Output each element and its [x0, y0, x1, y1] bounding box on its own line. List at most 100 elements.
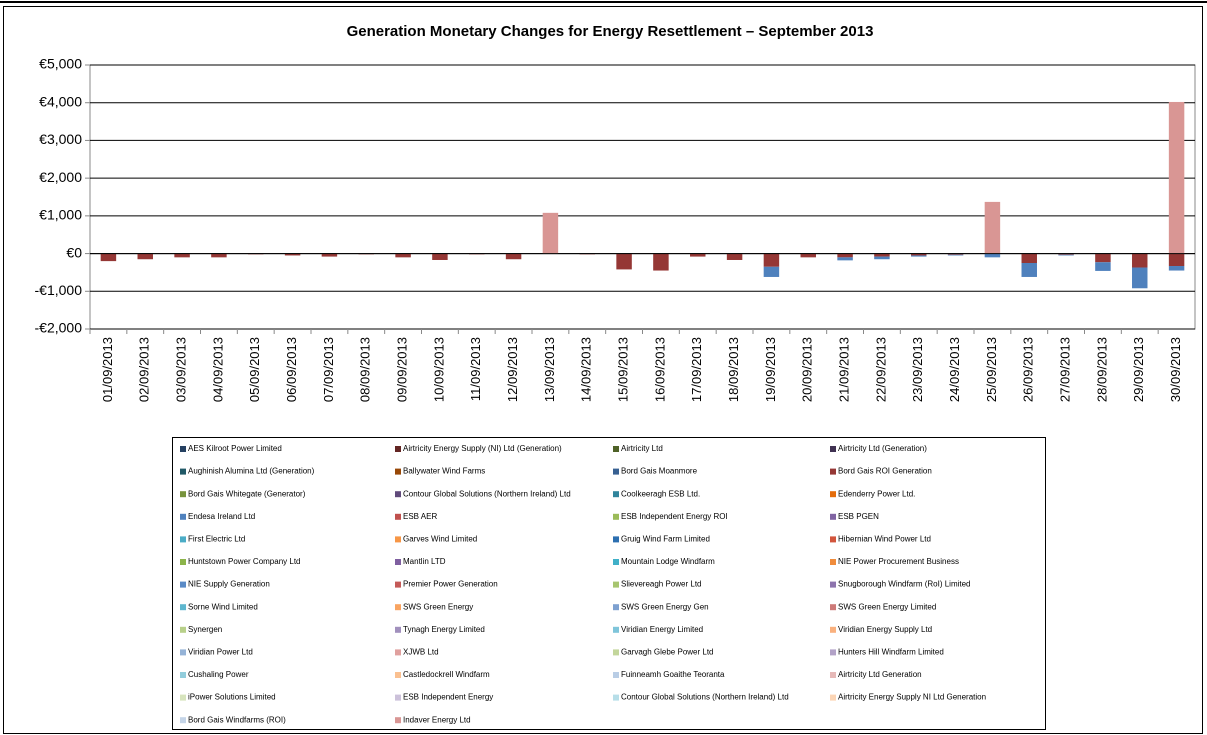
- legend-label: iPower Solutions Limited: [188, 693, 276, 702]
- legend-swatch: [180, 581, 186, 588]
- bar-segment: [984, 253, 1001, 258]
- bar-segment: [947, 253, 964, 255]
- bar-segment: [911, 253, 927, 256]
- legend-swatch: [180, 559, 186, 565]
- x-tick-label: 22/09/2013: [873, 337, 888, 402]
- x-tick-label: 09/09/2013: [395, 337, 410, 402]
- legend-swatch: [180, 536, 186, 543]
- legend-swatch: [395, 581, 401, 588]
- legend-label: Sorne Wind Limited: [188, 602, 258, 611]
- legend-label: Endesa Ireland Ltd: [188, 512, 255, 521]
- bar-segment: [837, 257, 853, 261]
- legend-label: ESB PGEN: [838, 512, 879, 521]
- legend-label: Edenderry Power Ltd.: [838, 489, 915, 498]
- legend-swatch: [613, 446, 619, 452]
- y-tick-label: €5,000: [39, 56, 82, 72]
- x-tick-label: 27/09/2013: [1058, 337, 1073, 402]
- legend-label: Bord Gais Windfarms (ROI): [188, 715, 286, 724]
- legend-label: Mountain Lodge Windfarm: [621, 557, 715, 566]
- legend-swatch: [613, 491, 619, 498]
- bar-segment: [137, 253, 153, 260]
- x-tick-label: 17/09/2013: [689, 337, 704, 402]
- legend-swatch: [395, 694, 401, 701]
- bar-segment: [1058, 254, 1074, 256]
- legend-box: [172, 437, 1046, 730]
- x-tick-label: 10/09/2013: [431, 337, 446, 402]
- legend-swatch: [395, 604, 401, 611]
- legend-swatch: [180, 672, 186, 678]
- bar-segment: [1132, 253, 1148, 268]
- legend-label: XJWB Ltd: [403, 648, 439, 657]
- legend-swatch: [395, 649, 401, 656]
- legend-swatch: [830, 694, 836, 701]
- bar-segment: [542, 212, 559, 254]
- legend-label: Huntstown Power Company Ltd: [188, 557, 301, 566]
- x-tick-label: 25/09/2013: [984, 337, 999, 402]
- legend-swatch: [395, 672, 401, 678]
- x-tick-label: 26/09/2013: [1021, 337, 1036, 402]
- legend-swatch: [180, 649, 186, 656]
- bar-segment: [505, 253, 522, 260]
- x-tick-label: 12/09/2013: [505, 337, 520, 402]
- legend-swatch: [830, 513, 836, 520]
- legend-swatch: [180, 604, 186, 611]
- legend-label: Viridian Energy Supply Ltd: [838, 625, 932, 634]
- legend-label: Contour Global Solutions (Northern Irela…: [403, 489, 571, 498]
- bar-segment: [1021, 263, 1037, 277]
- legend-label: Coolkeeragh ESB Ltd.: [621, 489, 700, 498]
- legend-swatch: [830, 446, 836, 452]
- legend-label: NIE Supply Generation: [188, 580, 270, 589]
- legend-label: Premier Power Generation: [403, 580, 498, 589]
- legend-label: Aughinish Alumina Ltd (Generation): [188, 467, 315, 476]
- bar-segment: [763, 253, 780, 267]
- legend-swatch: [613, 513, 619, 520]
- y-tick-label: €0: [66, 244, 82, 260]
- legend-swatch: [613, 468, 619, 475]
- legend-label: Snugborough Windfarm (RoI) Limited: [838, 580, 971, 589]
- x-tick-label: 16/09/2013: [652, 337, 667, 402]
- legend-label: Gruig Wind Farm Limited: [621, 535, 710, 544]
- bar-segment: [1168, 101, 1185, 254]
- bar-segment: [174, 253, 190, 258]
- bar-segment: [874, 256, 890, 260]
- bar-segment: [1095, 262, 1111, 271]
- bar-segment: [1021, 253, 1037, 263]
- legend-label: Viridian Power Ltd: [188, 648, 253, 657]
- legend-swatch: [830, 468, 836, 475]
- legend-label: ESB Independent Energy ROI: [621, 512, 728, 521]
- legend-label: ESB AER: [403, 512, 437, 521]
- x-tick-label: 15/09/2013: [616, 337, 631, 402]
- legend-label: NIE Power Procurement Business: [838, 557, 959, 566]
- legend-swatch: [613, 649, 619, 656]
- legend-label: Viridian Energy Limited: [621, 625, 703, 634]
- legend-swatch: [613, 626, 619, 633]
- legend-swatch: [180, 491, 186, 498]
- legend-swatch: [180, 694, 186, 701]
- x-tick-label: 23/09/2013: [910, 337, 925, 402]
- bar-segment: [653, 253, 669, 271]
- x-tick-label: 11/09/2013: [468, 337, 483, 401]
- legend-label: Tynagh Energy Limited: [403, 625, 485, 634]
- legend-label: Indaver Energy Ltd: [403, 715, 471, 724]
- legend-label: Contour Global Solutions (Northern Irela…: [621, 693, 789, 702]
- legend-label: Mantlin LTD: [403, 557, 446, 566]
- legend-swatch: [613, 581, 619, 588]
- bar-segment: [1168, 266, 1185, 271]
- legend-label: SWS Green Energy Gen: [621, 602, 709, 611]
- legend-label: Castledockrell Windfarm: [403, 670, 490, 679]
- bar-segment: [284, 253, 301, 256]
- bar-segment: [947, 254, 964, 256]
- x-tick-label: 01/09/2013: [100, 337, 115, 402]
- x-tick-label: 30/09/2013: [1168, 337, 1183, 402]
- bar-segment: [690, 253, 706, 257]
- legend-swatch: [395, 446, 401, 452]
- legend-label: Airtricity Energy Supply (NI) Ltd (Gener…: [403, 444, 562, 453]
- x-tick-label: 24/09/2013: [947, 337, 962, 402]
- legend-label: SWS Green Energy: [403, 602, 473, 611]
- y-tick-label: -€1,000: [35, 282, 83, 298]
- legend-label: First Electric Ltd: [188, 535, 245, 544]
- legend-swatch: [830, 626, 836, 633]
- x-tick-label: 03/09/2013: [174, 337, 189, 402]
